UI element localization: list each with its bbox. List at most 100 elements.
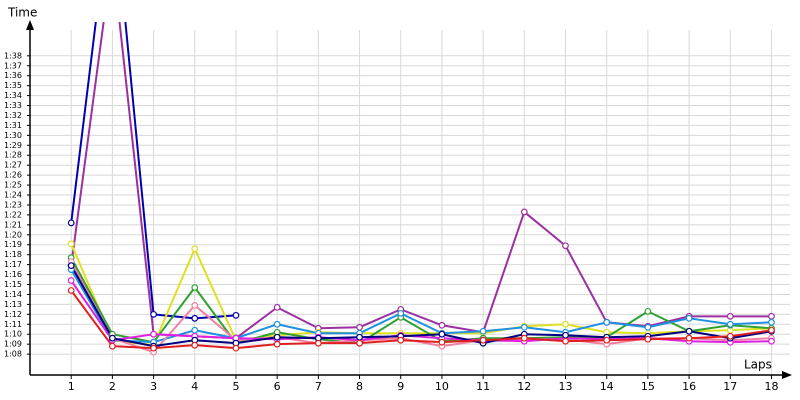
- y-tick-label: 1:25: [4, 181, 22, 190]
- point-marker: [644, 323, 652, 331]
- point-marker: [108, 342, 116, 350]
- point-marker: [438, 321, 446, 329]
- point-marker: [191, 245, 199, 253]
- y-tick-label: 1:17: [4, 260, 22, 269]
- x-tick-label: 4: [191, 380, 198, 393]
- y-tick-label: 1:32: [4, 111, 22, 120]
- x-tick-label: 10: [435, 380, 449, 393]
- y-tick-label: 1:30: [4, 131, 22, 140]
- y-tick-label: 1:35: [4, 81, 22, 90]
- point-marker: [67, 240, 75, 248]
- x-tick-label: 16: [682, 380, 696, 393]
- y-tick-label: 1:13: [4, 300, 22, 309]
- y-tick-label: 1:26: [4, 171, 22, 180]
- point-marker: [191, 341, 199, 349]
- grid: [30, 30, 790, 375]
- y-tick-label: 1:20: [4, 230, 22, 239]
- point-marker: [520, 334, 528, 342]
- point-marker: [768, 318, 775, 326]
- series-line: [70, 243, 772, 347]
- point-marker: [520, 323, 528, 331]
- x-tick-label: 17: [723, 380, 737, 393]
- ticks: 1:081:091:101:111:121:131:141:151:161:17…: [4, 51, 778, 393]
- point-marker: [150, 344, 157, 352]
- point-marker: [314, 339, 322, 347]
- point-marker: [67, 287, 75, 294]
- point-marker: [67, 262, 75, 270]
- point-marker: [397, 309, 405, 317]
- series-line: [70, 269, 772, 344]
- point-marker: [67, 219, 75, 227]
- x-tick-label: 3: [150, 380, 157, 393]
- point-marker: [726, 332, 734, 340]
- point-marker: [520, 208, 528, 216]
- point-marker: [562, 242, 569, 250]
- x-tick-label: 18: [764, 380, 778, 393]
- x-tick-label: 8: [356, 380, 363, 393]
- point-marker: [603, 336, 611, 344]
- x-tick-label: 5: [232, 380, 239, 393]
- point-marker: [150, 310, 157, 318]
- point-marker: [562, 337, 569, 345]
- y-tick-label: 1:34: [4, 91, 22, 100]
- point-marker: [726, 312, 734, 320]
- point-marker: [685, 314, 693, 322]
- x-tick-label: 13: [559, 380, 573, 393]
- y-tick-label: 1:15: [4, 280, 22, 289]
- point-marker: [685, 334, 693, 342]
- point-marker: [356, 339, 363, 347]
- point-marker: [397, 336, 405, 344]
- y-tick-label: 1:16: [4, 270, 22, 279]
- y-tick-label: 1:09: [4, 340, 22, 349]
- point-marker: [562, 320, 569, 328]
- point-marker: [479, 327, 487, 335]
- point-marker: [356, 323, 363, 331]
- y-tick-label: 1:11: [4, 320, 22, 329]
- point-marker: [108, 334, 116, 342]
- point-marker: [273, 340, 281, 348]
- point-marker: [644, 335, 652, 343]
- x-tick-label: 15: [641, 380, 655, 393]
- y-tick-label: 1:38: [4, 51, 22, 60]
- y-tick-label: 1:10: [4, 330, 22, 339]
- y-tick-label: 1:19: [4, 240, 22, 249]
- point-marker: [644, 307, 652, 315]
- y-tick-label: 1:21: [4, 220, 22, 229]
- point-marker: [726, 320, 734, 328]
- point-marker: [191, 301, 199, 309]
- point-marker: [67, 277, 75, 284]
- point-marker: [438, 330, 446, 338]
- y-tick-label: 1:36: [4, 71, 22, 80]
- y-axis-arrow: [26, 20, 34, 30]
- point-marker: [685, 327, 693, 335]
- plot-area: [70, 22, 772, 354]
- x-tick-label: 12: [517, 380, 531, 393]
- point-marker: [273, 320, 281, 328]
- y-tick-label: 1:37: [4, 61, 22, 70]
- x-axis-label: Laps: [744, 358, 772, 372]
- point-marker: [191, 314, 199, 322]
- point-marker: [438, 338, 446, 346]
- point-marker: [768, 337, 775, 345]
- point-marker: [150, 330, 157, 338]
- point-marker: [191, 326, 199, 334]
- series-line: [70, 289, 772, 350]
- y-tick-label: 1:24: [4, 191, 22, 200]
- y-tick-label: 1:12: [4, 310, 22, 319]
- y-tick-label: 1:23: [4, 200, 22, 209]
- point-marker: [768, 326, 775, 334]
- point-marker: [479, 336, 487, 344]
- x-tick-label: 14: [600, 380, 614, 393]
- y-tick-label: 1:29: [4, 141, 22, 150]
- point-marker: [232, 344, 240, 352]
- y-tick-label: 1:08: [4, 350, 22, 359]
- y-tick-label: 1:27: [4, 161, 22, 170]
- y-tick-label: 1:18: [4, 250, 22, 259]
- point-marker: [232, 311, 240, 319]
- markers: [67, 208, 775, 356]
- point-marker: [191, 284, 199, 291]
- y-axis-label: Time: [7, 6, 37, 20]
- point-marker: [273, 333, 281, 341]
- y-tick-label: 1:14: [4, 290, 22, 299]
